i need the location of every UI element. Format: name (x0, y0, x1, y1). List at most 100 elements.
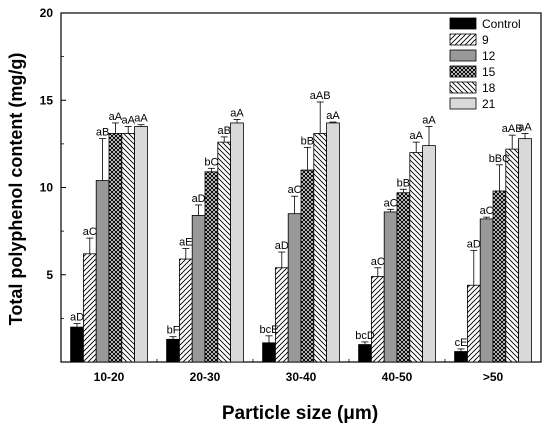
data-label-9-40-50: aC (371, 256, 385, 268)
error-bar-Control-30-40 (265, 335, 273, 343)
legend-item-9: 9 (449, 33, 489, 47)
data-label-Control->50: cE (455, 337, 468, 349)
error-bar-21-30-40 (329, 121, 337, 123)
legend-item-15: 15 (449, 65, 496, 79)
data-label-21-20-30: aA (230, 107, 244, 119)
data-label-12-40-50: aC (384, 197, 398, 209)
y-tick-label-20: 20 (40, 6, 54, 20)
error-bar-9-40-50 (374, 267, 382, 277)
error-bar-12-40-50 (387, 208, 395, 212)
legend-label-Control: Control (482, 17, 521, 31)
x-tick-label-20-30: 20-30 (190, 370, 221, 384)
data-label-18-10-20: aA (121, 114, 135, 126)
legend-item-12: 12 (449, 49, 496, 63)
bar-12-30-40 (287, 213, 302, 363)
legend-item-Control: Control (449, 17, 521, 31)
bar-15-20-30 (204, 171, 219, 363)
data-label-18-30-40: aAB (310, 90, 331, 102)
bar-18-40-50 (409, 152, 423, 363)
bar-12-10-20 (95, 180, 110, 363)
error-bar-18-30-40 (316, 101, 324, 134)
data-label-21-10-20: aA (134, 113, 148, 125)
x-tick-label-10-20: 10-20 (94, 370, 125, 384)
error-bar-21-40-50 (425, 126, 433, 146)
legend-swatch-15 (449, 65, 477, 78)
data-label-15-40-50: bB (397, 177, 410, 189)
x-tick-label->50: >50 (483, 370, 504, 384)
error-bar-9->50 (470, 249, 478, 286)
error-bar-Control-40-50 (361, 341, 369, 345)
error-bar-12-10-20 (99, 138, 107, 181)
bar-18-30-40 (313, 133, 327, 363)
error-bar-15-20-30 (207, 167, 215, 172)
bar-Control-10-20 (70, 326, 84, 363)
error-bar-21-10-20 (137, 124, 145, 127)
error-bar-18-40-50 (412, 141, 420, 153)
data-label-9->50: aD (467, 238, 481, 250)
error-bar-12-20-30 (195, 204, 203, 216)
data-label-9-30-40: aD (275, 240, 289, 252)
bar-21-20-30 (230, 122, 244, 363)
data-label-18-40-50: aA (409, 130, 423, 142)
error-bar-12->50 (483, 216, 491, 219)
bar-21->50 (518, 138, 532, 363)
data-label-15-20-30: bC (204, 156, 218, 168)
data-label-15-10-20: aA (109, 111, 123, 123)
data-label-Control-20-30: bF (167, 325, 180, 337)
legend-swatch-18 (449, 81, 477, 94)
bar-21-40-50 (422, 145, 436, 363)
x-axis-title: Particle size (μm) (222, 403, 378, 424)
x-tick-label-30-40: 30-40 (286, 370, 317, 384)
bar-12-40-50 (383, 211, 398, 363)
bar-Control-30-40 (262, 342, 276, 363)
error-bar-18-20-30 (220, 136, 228, 143)
bar-9->50 (466, 284, 481, 363)
x-axis-title-prefix: Particle size ( (222, 403, 344, 424)
legend-item-18: 18 (449, 81, 496, 95)
data-label-12-30-40: aC (288, 184, 302, 196)
error-bar-15-10-20 (111, 122, 119, 134)
legend-label-15: 15 (482, 65, 496, 79)
data-label-21-30-40: aA (326, 110, 340, 122)
bar-21-10-20 (134, 126, 148, 363)
bar-12-20-30 (191, 215, 206, 363)
error-bar-Control-20-30 (169, 336, 177, 340)
y-tick-label-10: 10 (40, 181, 54, 195)
legend-item-21: 21 (449, 97, 496, 111)
error-bar-15-30-40 (303, 146, 311, 171)
data-label-12-20-30: aD (192, 193, 206, 205)
bar-9-20-30 (178, 258, 193, 363)
bar-15-40-50 (396, 192, 411, 363)
error-bar-9-30-40 (278, 251, 286, 268)
error-bar-15->50 (495, 164, 503, 191)
data-label-18-20-30: aB (217, 125, 230, 137)
data-label-15-30-40: bB (301, 135, 314, 147)
bar-18-20-30 (217, 141, 232, 363)
bar-12->50 (479, 218, 494, 363)
bar-Control->50 (454, 351, 468, 363)
bar-Control-40-50 (358, 344, 372, 363)
data-label-Control-40-50: bcD (355, 330, 375, 342)
error-bar-18-10-20 (124, 126, 132, 134)
data-label-21->50: aA (518, 121, 532, 133)
error-bar-9-20-30 (182, 248, 190, 260)
data-label-12->50: aC (480, 205, 494, 217)
bar-15-10-20 (108, 133, 123, 363)
bar-21-30-40 (326, 122, 340, 363)
bars-layer (70, 101, 532, 363)
legend-swatch-21 (449, 97, 477, 110)
y-tick-label-15: 15 (40, 93, 54, 107)
bar-15-30-40 (300, 169, 315, 363)
error-bar-21->50 (521, 133, 529, 139)
legend-label-18: 18 (482, 81, 496, 95)
legend-swatch-9 (449, 33, 477, 46)
error-bar-21-20-30 (233, 119, 241, 123)
bar-9-10-20 (83, 253, 97, 363)
y-tick-label-5: 5 (46, 268, 53, 282)
bar-9-40-50 (370, 276, 385, 363)
x-axis-title-suffix: ) (372, 403, 378, 424)
error-bar-18->50 (508, 134, 516, 150)
bar-9-30-40 (274, 267, 289, 363)
y-axis-title: Total polyphenol content (mg/g) (6, 53, 26, 326)
